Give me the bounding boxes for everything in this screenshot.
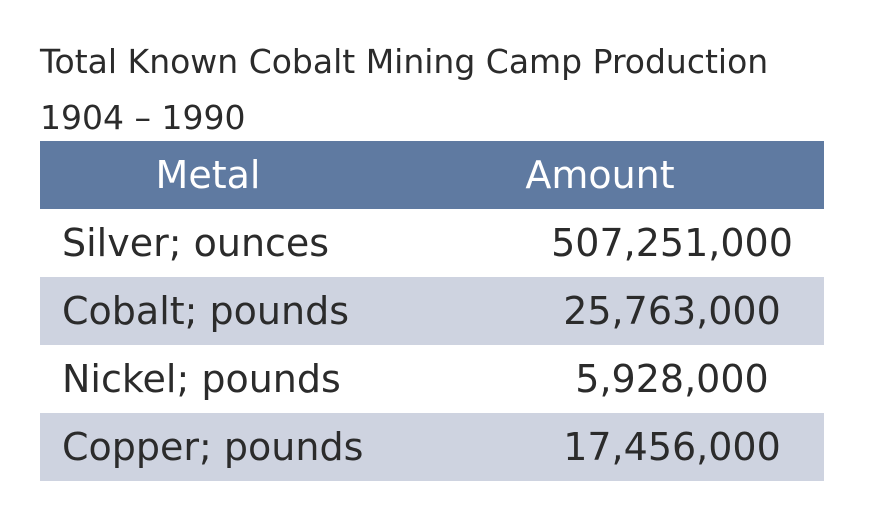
header-metal: Metal [155, 153, 261, 197]
row-metal: Silver; ounces [62, 221, 330, 265]
row-metal: Cobalt; pounds [62, 289, 349, 333]
production-table: Metal Amount Silver; ounces 507,251,000 … [40, 141, 824, 481]
row-metal: Nickel; pounds [62, 357, 341, 401]
table-row: Copper; pounds 17,456,000 [40, 413, 824, 481]
table-title: Total Known Cobalt Mining Camp Productio… [40, 34, 768, 146]
table-row: Cobalt; pounds 25,763,000 [40, 277, 824, 345]
title-line-1: Total Known Cobalt Mining Camp Productio… [40, 42, 769, 81]
row-metal: Copper; pounds [62, 425, 364, 469]
table-row: Silver; ounces 507,251,000 [40, 209, 824, 277]
row-amount: 25,763,000 [563, 289, 781, 333]
table-row: Nickel; pounds 5,928,000 [40, 345, 824, 413]
title-line-2: 1904 – 1990 [40, 98, 246, 137]
row-amount: 507,251,000 [551, 221, 793, 265]
row-amount: 5,928,000 [575, 357, 769, 401]
table-header-row: Metal Amount [40, 141, 824, 209]
header-amount: Amount [525, 153, 675, 197]
row-amount: 17,456,000 [563, 425, 781, 469]
